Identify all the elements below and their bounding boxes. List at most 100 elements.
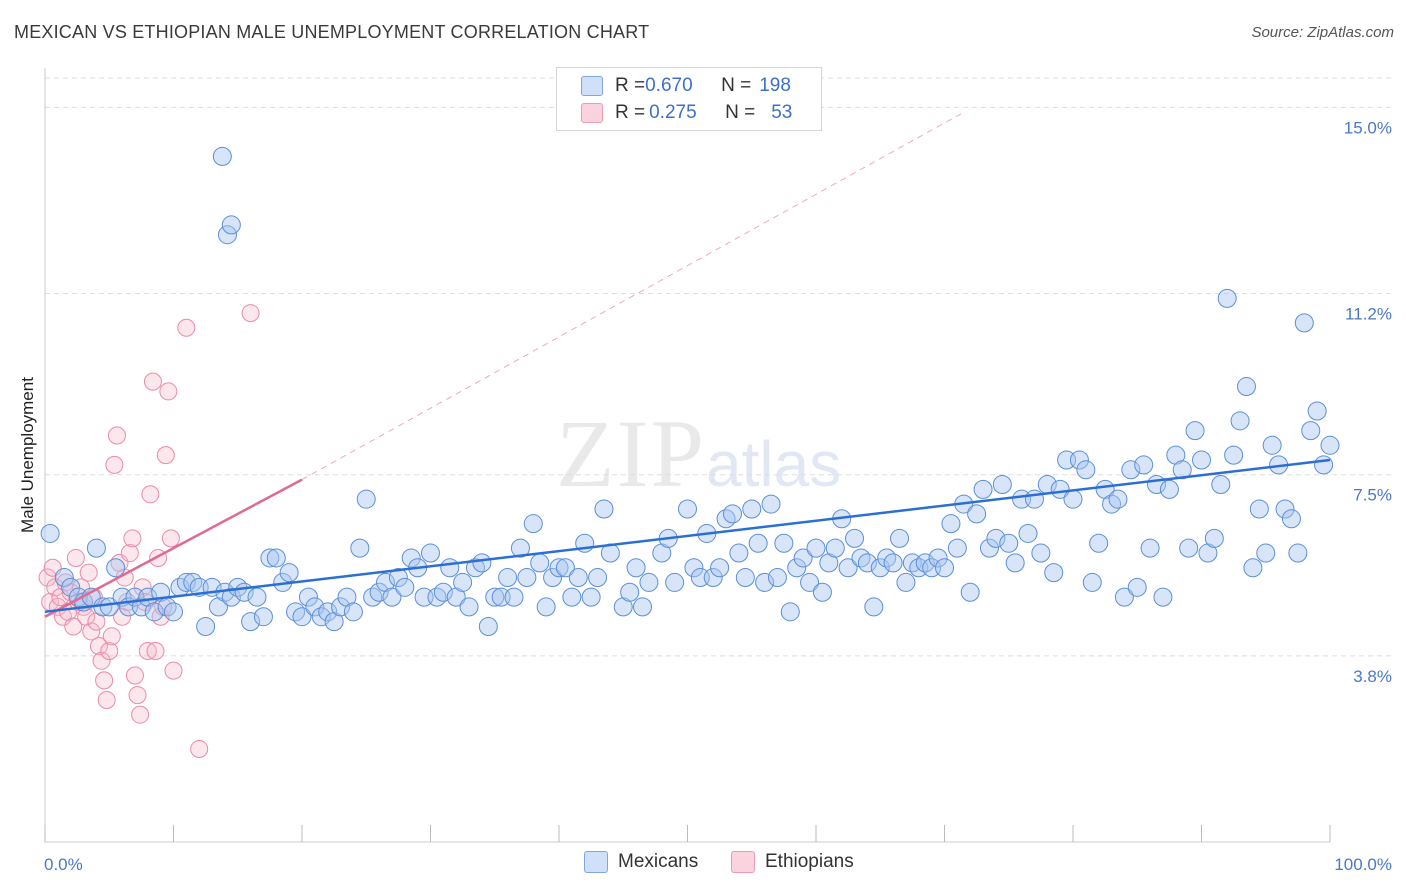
- stats-row-mexicans: R = 0.670 N = 198: [581, 73, 791, 99]
- mexicans-point: [131, 597, 151, 617]
- ethiopians-point: [159, 382, 178, 401]
- mexicans-point: [504, 587, 524, 607]
- r-value: 0.275: [649, 102, 697, 123]
- y-axis-label: Male Unemployment: [18, 377, 37, 533]
- mexicans-point: [857, 553, 877, 573]
- mexicans-point: [517, 568, 537, 588]
- mexicans-point: [217, 225, 237, 245]
- mexicans-point: [787, 558, 807, 578]
- mexicans-point: [144, 602, 164, 622]
- ethiopians-point: [38, 568, 57, 587]
- y-tick-label: 15.0%: [1344, 118, 1392, 137]
- ethiopians-point: [131, 705, 150, 724]
- mexicans-point: [748, 533, 768, 553]
- stats-box: R = 0.670 N = 198 R = 0.275 N = 53: [556, 67, 822, 131]
- mexicans-point: [1204, 528, 1224, 548]
- mexicans-point: [678, 499, 697, 519]
- mexicans-point: [86, 538, 106, 558]
- mexicans-point: [1288, 543, 1308, 563]
- mexicans-point: [1076, 460, 1096, 480]
- n-label: N =: [725, 102, 756, 123]
- mexicans-point: [196, 617, 216, 637]
- legend-swatch-mexicans: [584, 851, 608, 873]
- mexicans-point: [1243, 558, 1263, 578]
- mexicans-point: [549, 558, 569, 578]
- mexicans-swatch: [581, 76, 603, 96]
- mexicans-point: [1108, 489, 1128, 509]
- mexicans-point: [1281, 509, 1301, 529]
- mexicans-point: [363, 587, 383, 607]
- ethiopians-point: [100, 642, 119, 660]
- ethiopians-point: [102, 627, 121, 646]
- mexicans-point: [427, 587, 447, 607]
- mexicans-point: [1102, 494, 1122, 514]
- mexicans-point: [870, 558, 890, 578]
- ethiopians-point: [95, 671, 114, 690]
- mexicans-point: [1262, 435, 1282, 455]
- mexicans-point: [845, 528, 865, 548]
- mexicans-point: [935, 558, 954, 578]
- ethiopians-point: [177, 318, 196, 337]
- r-label: R =: [615, 102, 646, 123]
- mexicans-point: [241, 612, 261, 632]
- watermark-main: ZIP: [556, 400, 706, 507]
- legend-label-mexicans: Mexicans: [618, 851, 699, 872]
- mexicans-point: [838, 558, 858, 578]
- mexicans-point: [941, 514, 961, 534]
- mexicans-point: [1217, 288, 1237, 308]
- legend-item-ethiopians[interactable]: Ethiopians: [731, 851, 854, 873]
- mexicans-point: [742, 499, 762, 519]
- stats-row-ethiopians: R = 0.275 N = 53: [581, 100, 792, 126]
- watermark: ZIPatlas: [556, 398, 841, 509]
- mexicans-point: [176, 572, 196, 592]
- mexicans-point: [1140, 538, 1160, 558]
- mexicans-point: [99, 597, 119, 617]
- mexicans-point: [568, 568, 588, 588]
- mexicans-point: [1031, 543, 1051, 563]
- mexicans-point: [459, 597, 479, 617]
- mexicans-point: [401, 548, 421, 568]
- mexicans-point: [986, 528, 1006, 548]
- mexicans-point: [305, 597, 325, 617]
- mexicans-point: [1089, 533, 1109, 553]
- ethiopians-trend-line: [44, 478, 303, 618]
- ethiopians-point: [120, 544, 139, 563]
- mexicans-point: [1069, 450, 1089, 470]
- legend-item-mexicans[interactable]: Mexicans: [584, 851, 698, 873]
- mexicans-point: [825, 538, 845, 558]
- mexicans-point: [1275, 499, 1295, 519]
- mexicans-point: [761, 494, 781, 514]
- mexicans-point: [1224, 445, 1244, 465]
- mexicans-point: [356, 489, 376, 509]
- mexicans-point: [890, 528, 910, 548]
- n-label: N =: [721, 75, 752, 96]
- mexicans-point: [331, 597, 351, 617]
- mexicans-point: [960, 582, 980, 602]
- mexicans-point: [523, 514, 543, 534]
- mexicans-point: [1179, 538, 1199, 558]
- ethiopians-point: [97, 690, 116, 709]
- mexicans-point: [510, 538, 530, 558]
- mexicans-point: [626, 558, 646, 578]
- mexicans-point: [633, 597, 653, 617]
- mexicans-point: [729, 543, 749, 563]
- ethiopians-point: [146, 642, 165, 660]
- mexicans-point: [1024, 489, 1044, 509]
- mexicans-point: [1063, 489, 1083, 509]
- mexicans-point: [755, 572, 775, 592]
- r-label: R =: [615, 75, 646, 96]
- ethiopians-point: [66, 548, 85, 567]
- mexicans-point: [350, 538, 370, 558]
- mexicans-point: [555, 558, 575, 578]
- mexicans-point: [767, 568, 787, 588]
- mexicans-point: [1172, 460, 1192, 480]
- mexicans-point: [1307, 401, 1327, 421]
- mexicans-point: [992, 474, 1012, 494]
- mexicans-point: [1153, 587, 1173, 607]
- legend-swatch-ethiopians: [731, 851, 755, 873]
- y-tick-label: 11.2%: [1345, 304, 1392, 323]
- ethiopians-swatch: [581, 103, 603, 123]
- ethiopians-point: [141, 485, 160, 504]
- mexicans-point: [780, 602, 800, 622]
